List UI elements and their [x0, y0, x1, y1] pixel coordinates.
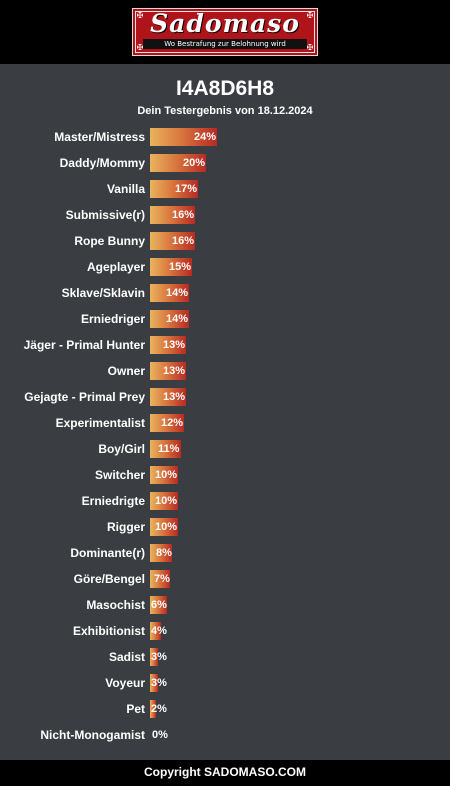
value-label: 14%	[166, 287, 189, 299]
category-label: Experimentalist	[55, 416, 145, 430]
logo-tagline: Wo Bestrafung zur Belohnung wird	[143, 39, 307, 49]
result-bar	[150, 258, 192, 276]
value-label: 24%	[194, 131, 217, 143]
result-bar	[150, 206, 195, 224]
result-bar	[150, 284, 189, 302]
result-bar	[150, 336, 186, 354]
category-label: Submissive(r)	[65, 208, 145, 222]
value-label: 11%	[158, 443, 180, 455]
value-label: 3%	[151, 677, 167, 689]
result-bar	[150, 362, 186, 380]
copyright-text: Copyright SADOMASO.COM	[144, 765, 306, 779]
value-label: 20%	[183, 157, 206, 169]
category-label: Boy/Girl	[98, 442, 145, 456]
result-subtitle: Dein Testergebnis von 18.12.2024	[137, 105, 313, 117]
category-label: Owner	[107, 364, 145, 378]
value-label: 8%	[156, 547, 172, 559]
result-bar	[150, 414, 184, 432]
value-label: 15%	[169, 261, 192, 273]
result-bar	[150, 154, 206, 172]
category-label: Master/Mistress	[54, 130, 145, 144]
category-label: Gejagte - Primal Prey	[24, 390, 145, 404]
value-label: 0%	[152, 729, 168, 741]
result-bar	[150, 388, 186, 406]
result-bar	[150, 622, 161, 640]
value-label: 7%	[154, 573, 170, 585]
value-label: 10%	[155, 521, 178, 533]
category-label: Sklave/Sklavin	[61, 286, 145, 300]
category-label: Masochist	[86, 598, 145, 612]
category-label: Rope Bunny	[74, 234, 145, 248]
value-label: 13%	[163, 365, 186, 377]
category-label: Ageplayer	[86, 260, 145, 274]
category-label: Vanilla	[106, 182, 145, 196]
value-label: 14%	[166, 313, 189, 325]
category-label: Voyeur	[105, 676, 145, 690]
result-bar	[150, 570, 170, 588]
value-label: 17%	[175, 183, 198, 195]
result-bar	[150, 466, 178, 484]
logo-frame	[135, 11, 315, 53]
result-title: I4A8D6H8	[175, 77, 275, 100]
value-label: 3%	[151, 651, 167, 663]
logo-wordmark: Sadomaso	[150, 9, 300, 38]
category-label: Switcher	[94, 468, 145, 482]
corner-ornament-icon: ✠	[136, 11, 144, 20]
value-label: 13%	[163, 339, 186, 351]
value-label: 12%	[161, 417, 184, 429]
category-label: Erniedriger	[80, 312, 145, 326]
result-bar	[150, 492, 178, 510]
result-bar	[150, 700, 156, 718]
value-label: 6%	[151, 599, 167, 611]
result-bar	[150, 232, 195, 250]
result-bar	[150, 128, 217, 146]
value-label: 13%	[163, 391, 186, 403]
result-bar	[150, 596, 167, 614]
category-label: Exhibitionist	[73, 624, 145, 638]
result-bar	[150, 648, 158, 666]
category-label: Erniedrigte	[81, 494, 145, 508]
result-bar	[150, 674, 158, 692]
category-label: Pet	[126, 702, 145, 716]
result-bar	[150, 440, 181, 458]
category-label: Göre/Bengel	[73, 572, 145, 586]
site-logo[interactable]: ✠ ✠ ✠ ✠ Sadomaso Wo Bestrafung zur Beloh…	[132, 8, 318, 56]
value-label: 10%	[155, 469, 178, 481]
value-label: 2%	[151, 703, 167, 715]
category-label: Daddy/Mommy	[59, 156, 145, 170]
footer-bar: Copyright SADOMASO.COM	[0, 760, 450, 786]
category-label: Jäger - Primal Hunter	[23, 338, 145, 352]
header-bar: ✠ ✠ ✠ ✠ Sadomaso Wo Bestrafung zur Beloh…	[0, 0, 450, 64]
category-label: Rigger	[106, 520, 145, 534]
corner-ornament-icon: ✠	[306, 11, 314, 20]
result-bar	[150, 180, 198, 198]
result-bar	[150, 518, 178, 536]
value-label: 16%	[172, 235, 195, 247]
value-label: 4%	[151, 625, 167, 637]
category-label: Dominante(r)	[70, 546, 145, 560]
value-label: 10%	[155, 495, 178, 507]
result-bar	[150, 310, 189, 328]
result-bar	[150, 544, 172, 562]
corner-ornament-icon: ✠	[306, 43, 314, 52]
category-label: Sadist	[108, 650, 145, 664]
category-label: Nicht-Monogamist	[40, 728, 145, 742]
value-label: 16%	[172, 209, 195, 221]
corner-ornament-icon: ✠	[136, 43, 144, 52]
